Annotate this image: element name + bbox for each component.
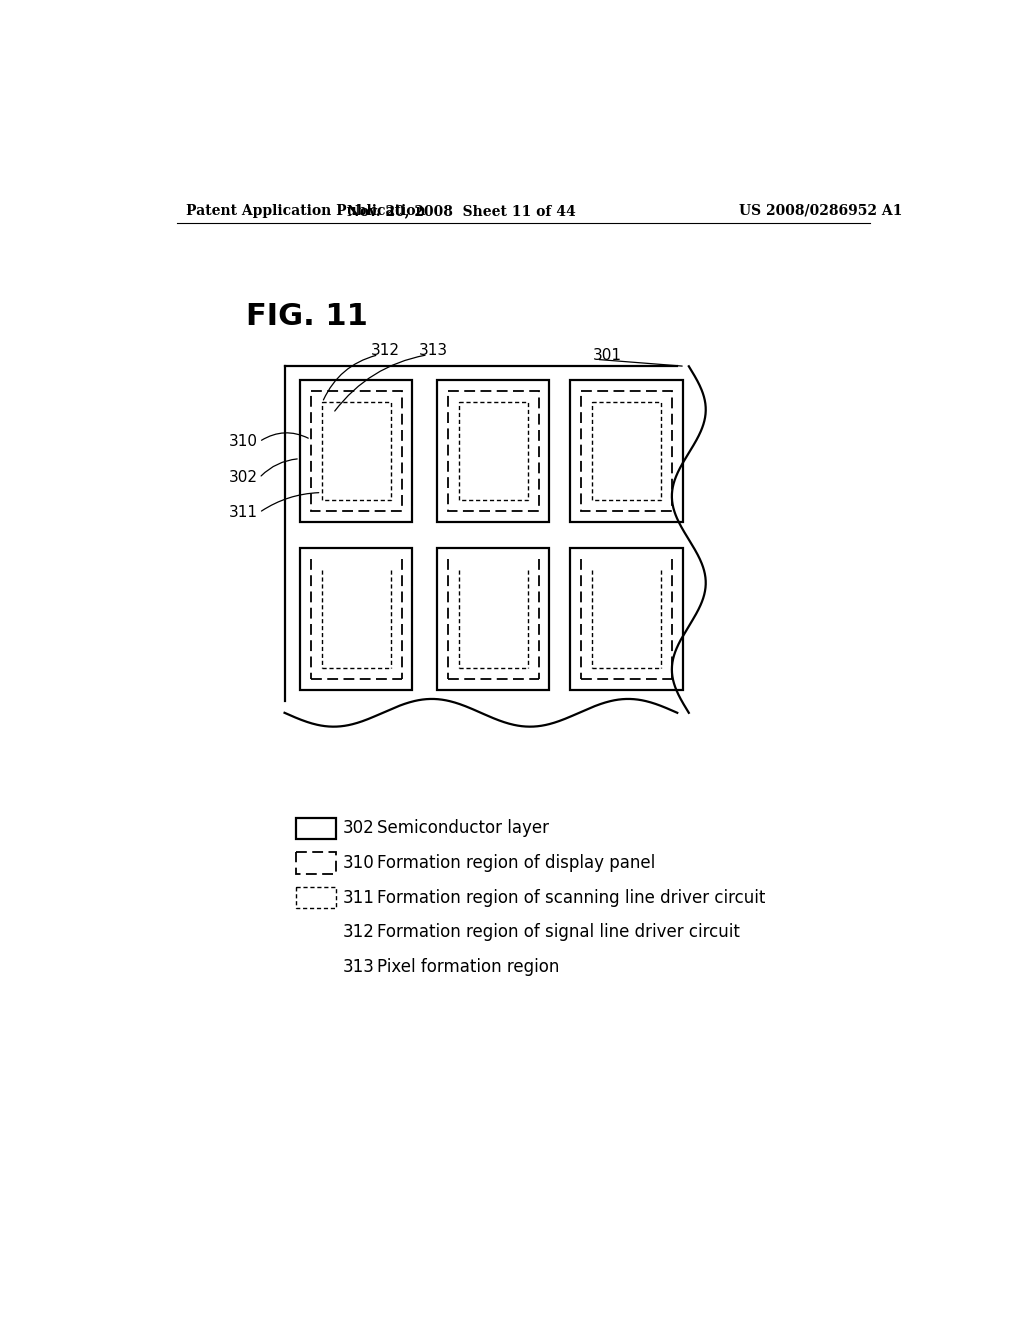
- Bar: [296, 817, 336, 840]
- Text: 310: 310: [228, 434, 258, 449]
- Text: 302: 302: [342, 820, 374, 837]
- Bar: [322, 401, 391, 500]
- Text: US 2008/0286952 A1: US 2008/0286952 A1: [739, 203, 902, 218]
- Text: 312: 312: [371, 343, 399, 359]
- Bar: [437, 548, 550, 689]
- Text: 310: 310: [342, 854, 374, 873]
- Bar: [300, 380, 413, 521]
- Text: 313: 313: [342, 958, 374, 975]
- Text: 311: 311: [342, 888, 374, 907]
- Text: 311: 311: [228, 506, 258, 520]
- Text: Formation region of scanning line driver circuit: Formation region of scanning line driver…: [377, 888, 765, 907]
- Bar: [570, 548, 683, 689]
- Text: 312: 312: [342, 923, 374, 941]
- Text: Pixel formation region: Pixel formation region: [377, 958, 559, 975]
- Text: 302: 302: [228, 470, 258, 486]
- Bar: [300, 548, 413, 689]
- Text: Semiconductor layer: Semiconductor layer: [377, 820, 549, 837]
- Bar: [296, 887, 336, 908]
- Bar: [581, 391, 672, 511]
- Text: Formation region of display panel: Formation region of display panel: [377, 854, 655, 873]
- Bar: [592, 401, 662, 500]
- Bar: [447, 391, 539, 511]
- Text: Formation region of signal line driver circuit: Formation region of signal line driver c…: [377, 923, 739, 941]
- Text: Nov. 20, 2008  Sheet 11 of 44: Nov. 20, 2008 Sheet 11 of 44: [347, 203, 577, 218]
- Text: FIG. 11: FIG. 11: [246, 302, 368, 331]
- Bar: [570, 380, 683, 521]
- Bar: [310, 391, 401, 511]
- Bar: [459, 401, 528, 500]
- Text: Patent Application Publication: Patent Application Publication: [186, 203, 426, 218]
- Bar: [296, 853, 336, 874]
- Text: 301: 301: [593, 348, 622, 363]
- Bar: [437, 380, 550, 521]
- Text: 313: 313: [419, 343, 447, 359]
